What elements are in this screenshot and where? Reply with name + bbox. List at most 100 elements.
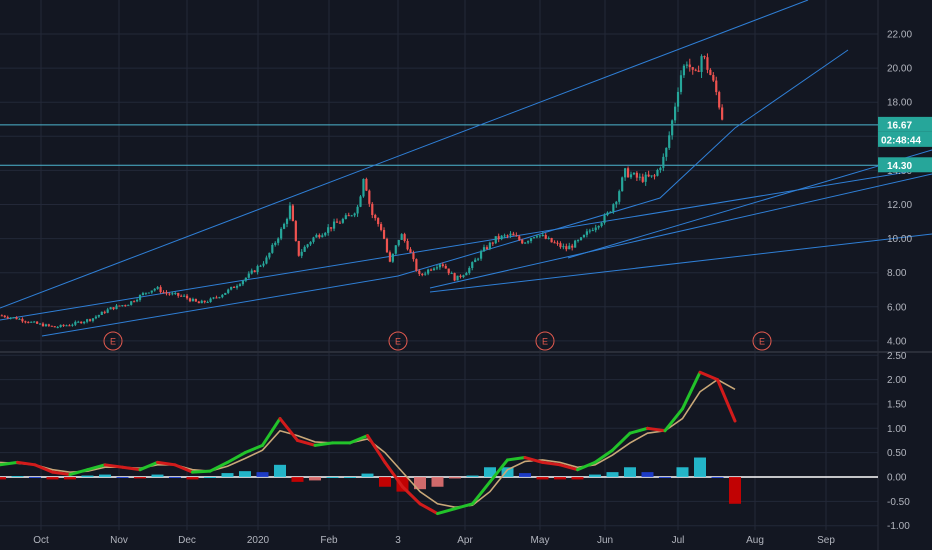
candle-body [203,300,206,303]
candle-body [68,325,71,327]
time-tick-label: Jul [672,535,685,546]
candle-body [165,292,168,294]
candle-body [421,273,424,275]
candle-body [409,249,412,253]
time-tick-label: Apr [457,535,473,546]
candle-body [676,91,680,107]
macd-line-segment [51,470,72,477]
macd-tick-label: 2.00 [887,375,907,386]
candle-body [685,64,688,66]
axes: 22.0020.0018.0016.0014.0012.0010.008.006… [33,30,912,547]
candle-body [18,318,21,320]
candle-body [497,236,500,240]
macd-histogram-bar [536,477,549,480]
macd-line-segment [593,448,614,464]
macd-histogram-bar [379,477,391,487]
candle-body [377,218,380,225]
candle-body [350,215,353,217]
candle-body [59,324,62,328]
candle-body [647,174,650,177]
candle-body [306,244,309,247]
macd-line-segment [173,463,194,474]
candle-body [518,236,521,240]
candle-body [374,215,377,219]
candle-body [368,190,371,204]
candle-body [556,242,559,244]
candle-body [324,232,327,236]
macd-histogram-bar [729,477,741,504]
candle-body [656,169,659,176]
macd-histogram-bar [46,477,59,480]
macd-tick-label: 2.50 [887,351,907,362]
macd-histogram-bar [606,472,619,477]
macd-histogram-bar [169,477,181,478]
candle-body [485,247,489,250]
candle-body [180,295,183,297]
macd-tick-label: 1.00 [887,424,907,435]
macd-line-segment [156,460,177,467]
earnings-marker-icon [752,331,772,351]
candle-body [359,196,362,207]
macd-histogram-bar [204,477,216,478]
trendlines [0,0,932,337]
candle-body [462,275,465,278]
macd-line-segment [278,417,299,442]
macd-histogram-bar [694,457,706,477]
candle-body [294,221,297,241]
macd-histogram-bar [641,472,654,477]
time-tick-label: Nov [110,535,128,546]
macd-tick-label: 0.00 [887,473,907,484]
candle-body [3,315,6,318]
candle-body [659,167,662,170]
candle-body [700,56,703,72]
candle-body [285,218,289,224]
macd-line-segment [453,502,474,511]
candle-body [150,290,153,293]
macd-signal-line [0,378,736,509]
candle-body [194,298,197,302]
candle-body [144,292,147,294]
time-tick-label: May [531,535,550,546]
candle-body [47,324,50,326]
candle-body [309,241,312,245]
candle-body [715,80,718,93]
candle-body [91,318,95,321]
candle-body [318,234,321,238]
price-tick-label: 6.00 [887,302,907,313]
candle-body [650,175,653,177]
candle-body [412,252,415,260]
macd-histogram-bar [711,477,724,478]
price-tick-label: 12.00 [887,200,912,211]
candle-body [256,266,259,273]
candle-body [585,231,588,235]
candle-body [268,252,271,258]
candle-body [33,321,36,323]
candle-body [482,247,486,252]
candle-body [241,280,245,285]
macd-line-segment [33,463,54,474]
candle-body [635,172,638,178]
candle-body [80,321,83,324]
price-tick-label: 10.00 [887,234,912,245]
candle-body [626,168,630,178]
macd-line-segment [523,456,544,464]
candle-body [121,305,124,307]
candle-body [391,253,394,262]
macd-histogram-bar [659,477,671,478]
macd-line-segment [698,370,719,382]
candle-body [547,238,550,240]
candle-body [224,292,227,295]
candle-body [615,201,618,205]
candle-body [456,275,459,281]
candle-body [74,321,77,325]
candle-body [612,204,615,212]
earnings-marker-icon [535,331,555,351]
candle-body [44,324,48,327]
candle-body [491,242,494,244]
time-tick-label: Jun [597,535,613,546]
last-price-value: 16.67 [887,120,912,131]
candle-body [712,74,715,81]
